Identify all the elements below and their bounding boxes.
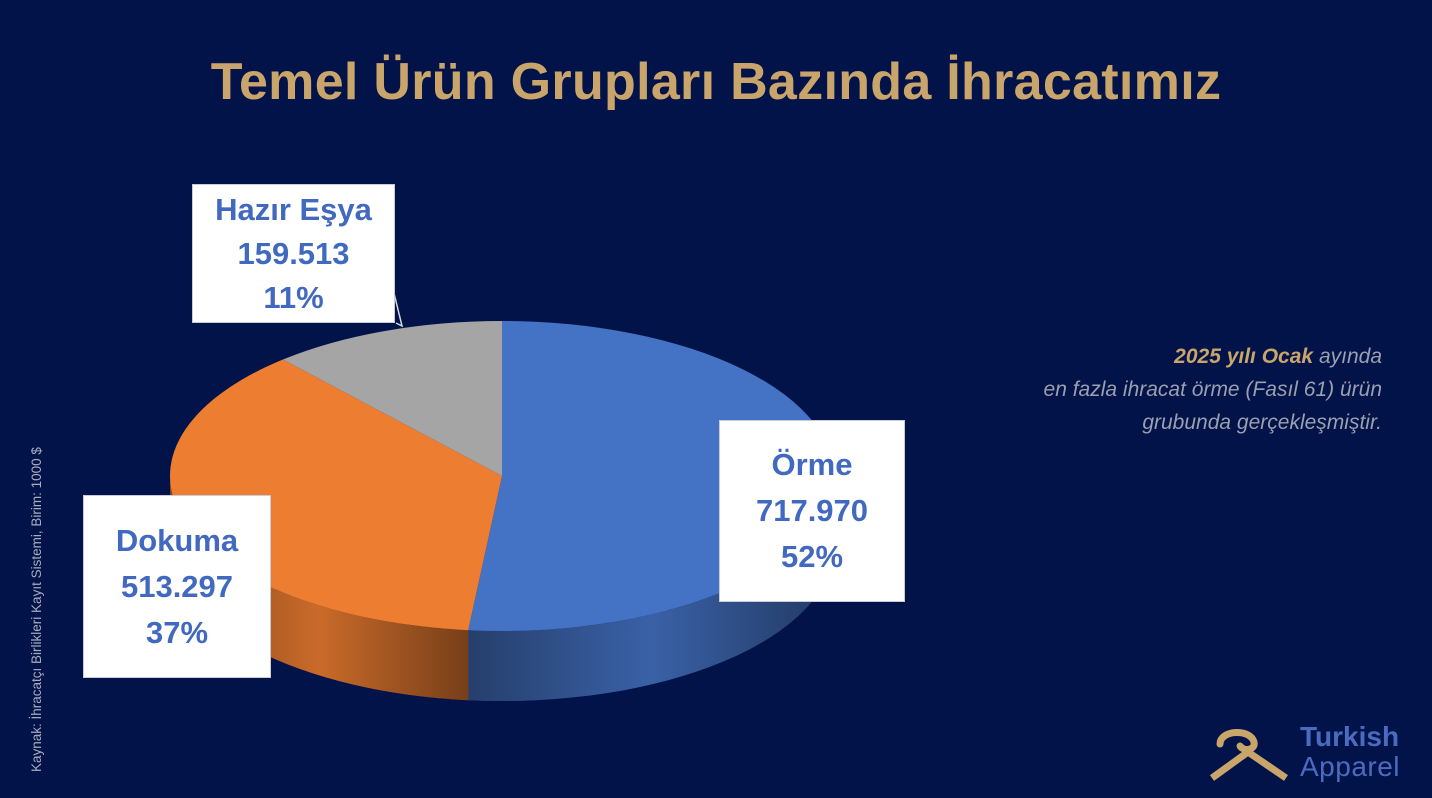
summary-note: 2025 yılı Ocak ayında en fazla ihracat ö…: [922, 340, 1382, 439]
source-note: Kaynak: İhracatçı Birlikleri Kayıt Siste…: [29, 447, 44, 772]
slice-value-orme: 717.970: [755, 493, 869, 528]
slice-percent-dokuma: 37%: [145, 614, 209, 650]
callout-dokuma: Dokuma 513.297 37%: [83, 495, 271, 678]
logo-mark-icon: [1210, 729, 1288, 781]
summary-line-3: grubunda gerçekleşmiştir.: [1142, 411, 1382, 434]
slice-label-orme: Örme: [771, 447, 853, 482]
callout-orme: Örme 717.970 52%: [719, 420, 905, 602]
slice-label-hazir-esya: Hazır Eşya: [215, 191, 372, 227]
slice-percent-orme: 52%: [780, 539, 844, 574]
pie-side-shade-dokuma: [170, 476, 469, 701]
summary-line-1: 2025 yılı Ocak ayında: [922, 340, 1382, 373]
turkish-apparel-logo: Turkish Apparel: [1210, 720, 1420, 786]
callout-hazir-esya: Hazır Eşya 159.513 11%: [192, 184, 395, 323]
summary-line-2: en fazla ihracat örme (Fasıl 61) ürün: [1043, 378, 1382, 401]
logo-line-2: Apparel: [1300, 751, 1401, 782]
slice-value-dokuma: 513.297: [120, 568, 234, 604]
summary-highlight: 2025 yılı Ocak: [1174, 345, 1314, 368]
page-title: Temel Ürün Grupları Bazında İhracatımız: [210, 53, 1222, 111]
slice-label-dokuma: Dokuma: [115, 522, 239, 558]
pie-side-shade-orme: [468, 476, 834, 701]
summary-line-1-rest: ayında: [1313, 345, 1382, 368]
slice-percent-hazir-esya: 11%: [263, 279, 324, 315]
logo-line-1: Turkish: [1300, 721, 1400, 752]
slice-value-hazir-esya: 159.513: [237, 235, 350, 271]
pie-slice-hazir-esya: [282, 321, 502, 476]
